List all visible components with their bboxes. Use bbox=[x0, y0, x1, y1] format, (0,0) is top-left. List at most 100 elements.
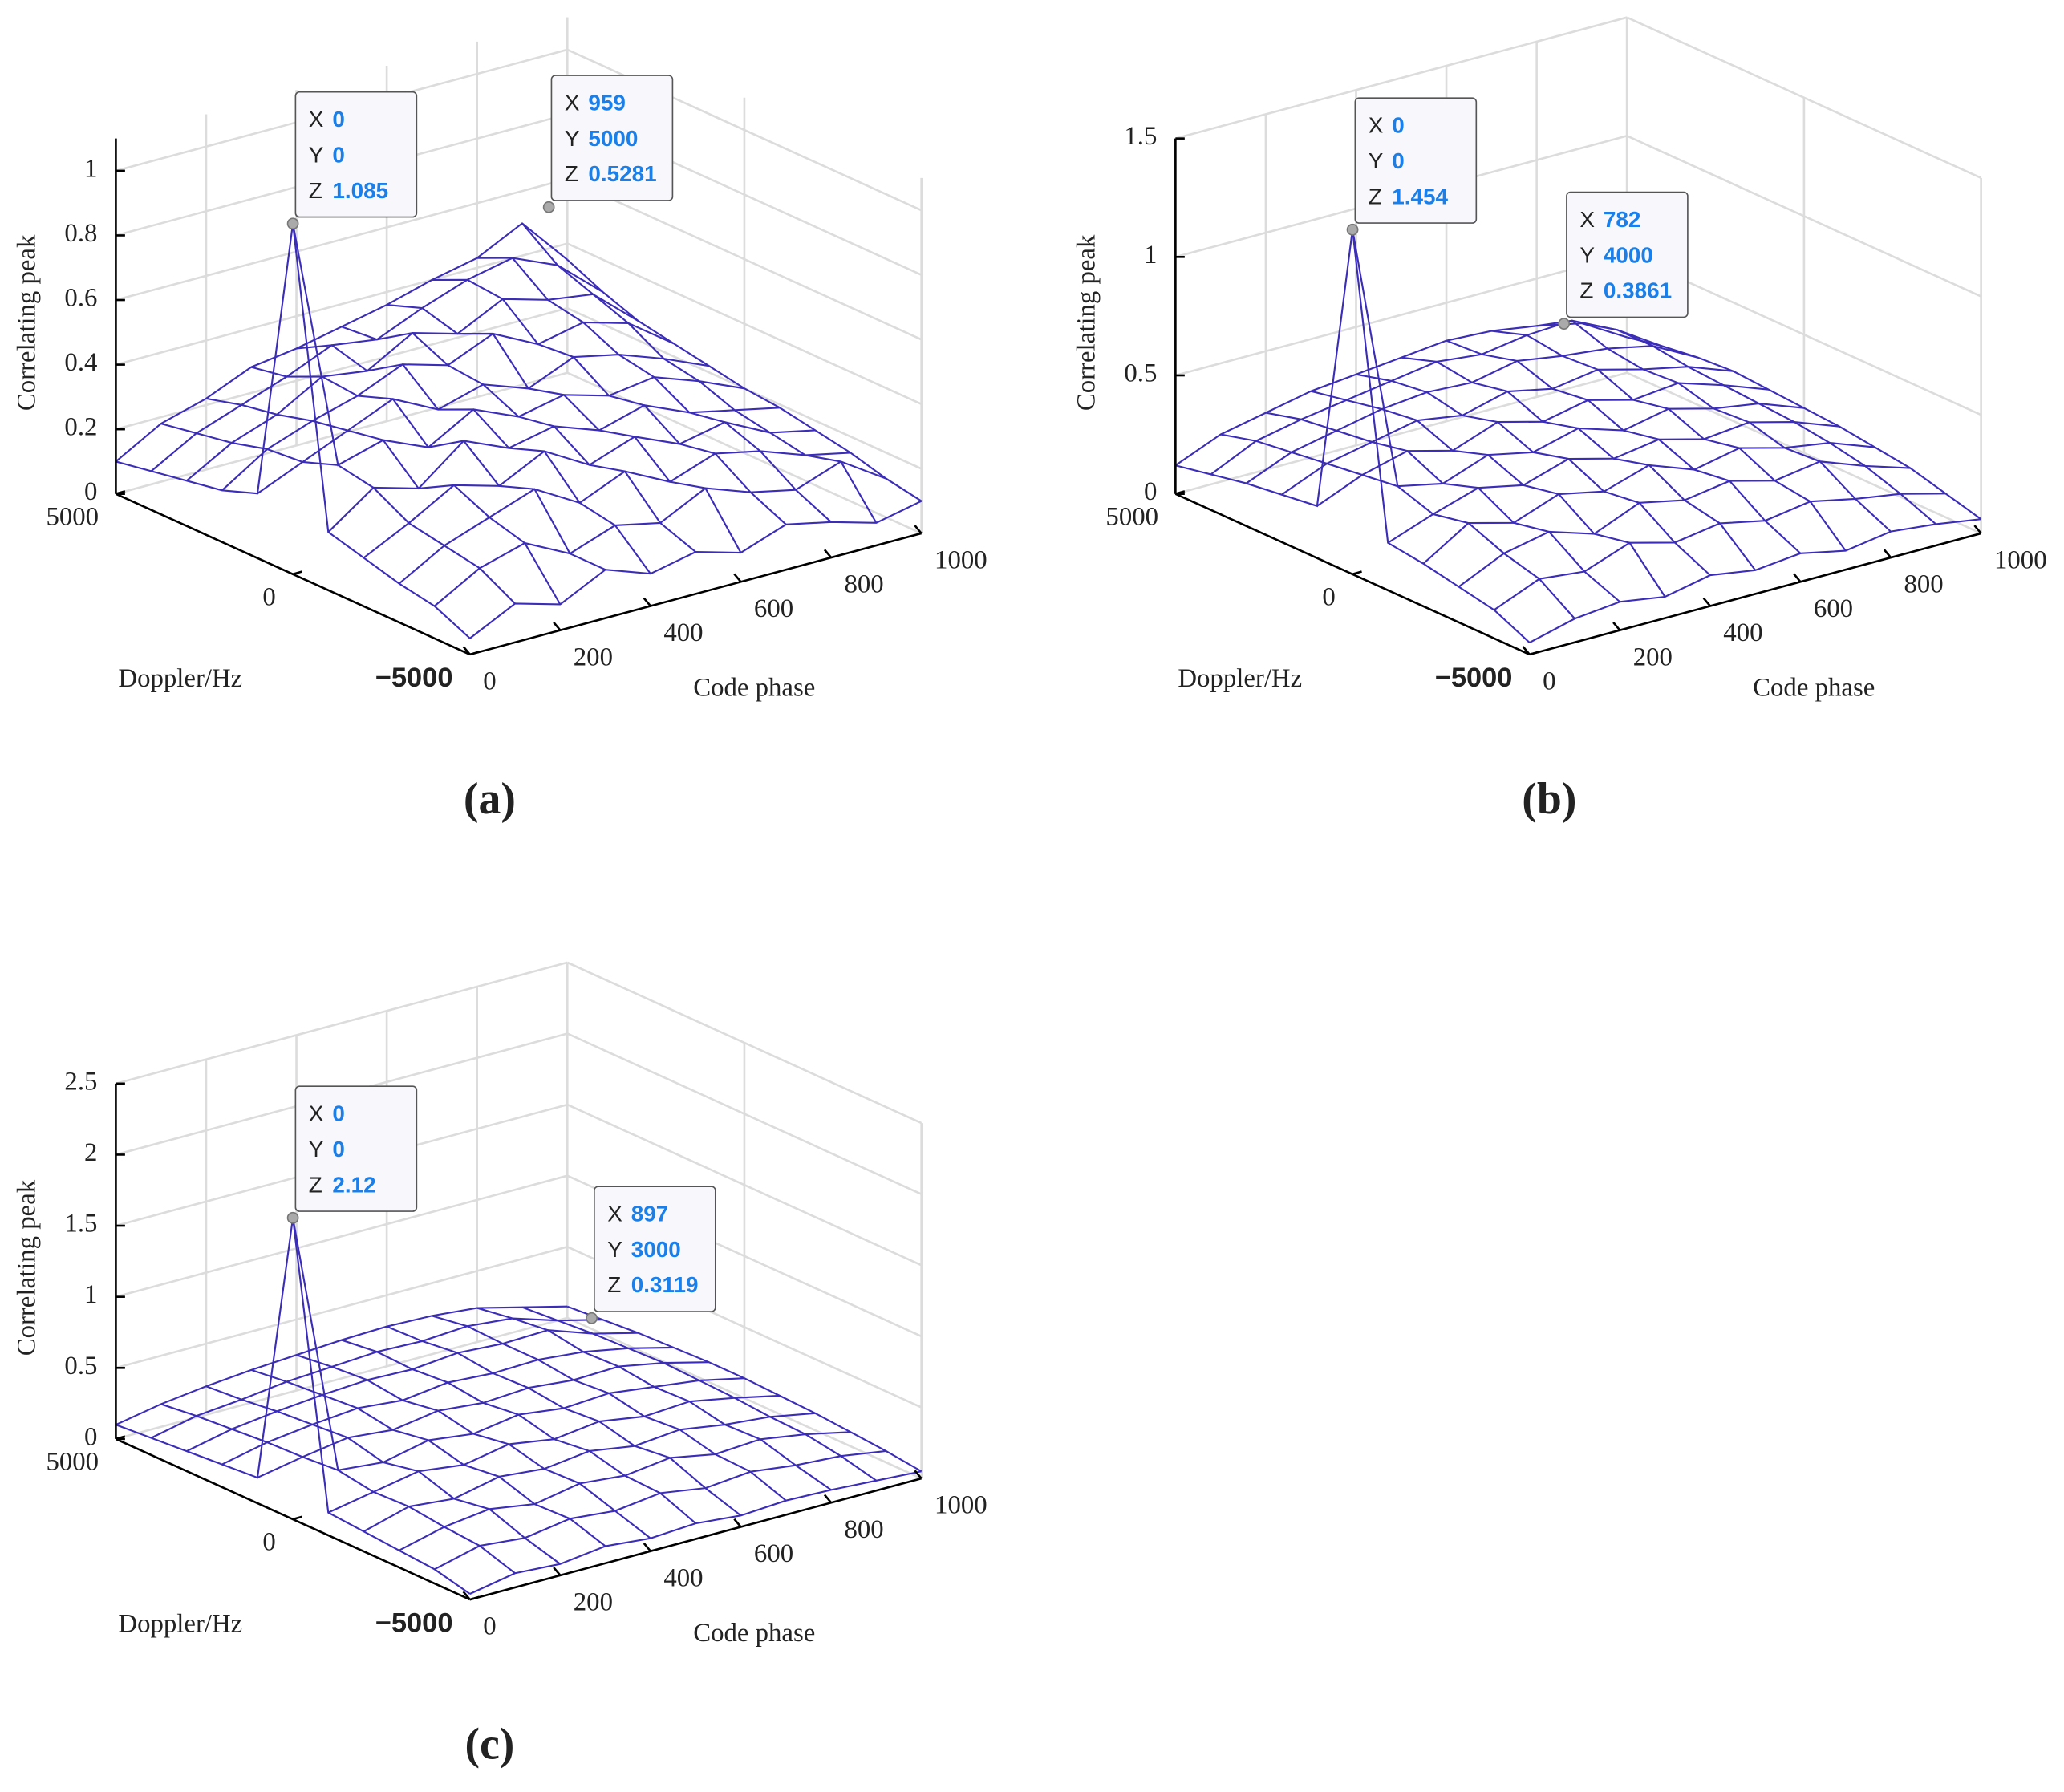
datatip-field: X bbox=[607, 1202, 622, 1226]
mesh-column bbox=[205, 397, 562, 606]
datatip-field: Z bbox=[309, 178, 322, 203]
panel: 00.511.522.502004006008001000−500005000C… bbox=[13, 961, 987, 1769]
x-axis-title: Code phase bbox=[693, 674, 815, 703]
tick-mark bbox=[823, 549, 833, 558]
x-tick-label: 0 bbox=[483, 1612, 496, 1641]
y-axis-title: Doppler/Hz bbox=[118, 664, 242, 693]
z-tick-label: 0.4 bbox=[64, 348, 97, 377]
tick-mark bbox=[733, 573, 742, 583]
z-tick-label: 0 bbox=[84, 1422, 97, 1451]
tick-mark bbox=[469, 1595, 480, 1601]
grid-line bbox=[116, 371, 568, 495]
datatip-value: 4000 bbox=[1604, 242, 1653, 267]
tick-mark bbox=[1702, 597, 1711, 607]
tick-mark bbox=[1793, 573, 1802, 583]
axis-line bbox=[469, 532, 923, 656]
tick-mark bbox=[1883, 549, 1892, 558]
datatip-value: 5000 bbox=[588, 126, 638, 151]
x-tick-label: 200 bbox=[574, 1588, 613, 1617]
mesh-column bbox=[521, 222, 878, 524]
mesh-column bbox=[432, 278, 787, 525]
datatip-field: Y bbox=[1369, 148, 1384, 173]
datatip-value: 0 bbox=[1392, 113, 1405, 138]
datatip-point bbox=[286, 1211, 299, 1224]
z-tick-label: 1.5 bbox=[1124, 122, 1157, 151]
panel-label: (b) bbox=[1522, 774, 1576, 824]
grid-line bbox=[1175, 253, 1628, 377]
grid-line bbox=[1175, 371, 1628, 495]
z-tick-label: 0.5 bbox=[64, 1352, 97, 1380]
mesh-column bbox=[160, 1403, 516, 1575]
z-tick-label: 0 bbox=[84, 477, 97, 506]
datatip-value: 3000 bbox=[631, 1237, 681, 1262]
mesh-column bbox=[386, 1325, 742, 1517]
mesh-column bbox=[1356, 373, 1711, 576]
datatip-point bbox=[586, 1312, 598, 1324]
z-tick-label: 0.2 bbox=[64, 413, 97, 442]
datatip-value: 1.085 bbox=[332, 178, 388, 203]
mesh-column bbox=[387, 304, 742, 553]
x-tick-label: 400 bbox=[1723, 618, 1762, 647]
z-axis-title: Correlating peak bbox=[1073, 234, 1101, 411]
y-axis-title: Doppler/Hz bbox=[1178, 664, 1302, 693]
y-axis-title: Doppler/Hz bbox=[118, 1609, 242, 1638]
tick-mark bbox=[823, 1494, 833, 1504]
y-tick-label: −5000 bbox=[1435, 663, 1513, 693]
datatip-box bbox=[550, 75, 674, 201]
datatip-value: 782 bbox=[1604, 207, 1641, 232]
y-tick-label: −5000 bbox=[375, 663, 453, 693]
datatip-field: Z bbox=[309, 1172, 322, 1197]
datatip-box bbox=[1566, 191, 1689, 318]
x-tick-label: 200 bbox=[1633, 643, 1673, 671]
axis-line bbox=[469, 1477, 923, 1601]
z-tick-label: 1 bbox=[1144, 241, 1157, 270]
datatip-field: Z bbox=[607, 1272, 621, 1297]
tick-mark bbox=[1973, 525, 1982, 534]
tick-mark bbox=[643, 1543, 651, 1552]
panel: 00.20.40.60.8102004006008001000−50000500… bbox=[13, 17, 987, 824]
z-tick-label: 2.5 bbox=[64, 1067, 97, 1096]
x-tick-label: 800 bbox=[845, 1515, 884, 1544]
z-tick-label: 0.8 bbox=[64, 219, 97, 248]
tick-mark bbox=[462, 646, 471, 655]
tick-mark bbox=[553, 622, 562, 631]
datatip-field: Y bbox=[607, 1237, 622, 1262]
mesh-column bbox=[1220, 433, 1575, 619]
x-axis-title: Code phase bbox=[693, 1619, 815, 1648]
grid-line bbox=[566, 1032, 923, 1195]
mesh-row bbox=[1494, 493, 1946, 611]
mesh-column bbox=[1265, 412, 1621, 603]
y-tick-label: 5000 bbox=[46, 502, 99, 531]
grid-line bbox=[1626, 371, 1982, 535]
tick-mark bbox=[462, 1591, 471, 1600]
x-tick-label: 600 bbox=[754, 1539, 793, 1568]
mesh-column bbox=[1401, 356, 1757, 571]
mesh-column bbox=[341, 326, 696, 553]
grid-line bbox=[116, 1246, 568, 1369]
z-tick-label: 1.5 bbox=[64, 1210, 97, 1239]
mesh-row bbox=[115, 1305, 568, 1426]
grid-line bbox=[566, 177, 923, 341]
x-tick-label: 0 bbox=[483, 667, 496, 696]
datatip-field: Z bbox=[1369, 184, 1382, 209]
x-tick-label: 400 bbox=[663, 618, 703, 647]
x-axis-title: Code phase bbox=[1753, 674, 1875, 703]
datatip-value: 0 bbox=[332, 142, 345, 167]
mesh-row bbox=[399, 1431, 851, 1551]
datatip-value: 2.12 bbox=[332, 1172, 375, 1197]
x-tick-label: 800 bbox=[845, 570, 884, 599]
z-axis-title: Correlating peak bbox=[13, 1179, 42, 1356]
tick-mark bbox=[1529, 651, 1539, 656]
tick-mark bbox=[292, 1515, 302, 1521]
mesh-column bbox=[1536, 319, 1892, 533]
datatip-field: X bbox=[1369, 113, 1384, 138]
datatip-box bbox=[294, 1085, 418, 1212]
datatip-value: 0 bbox=[1392, 148, 1405, 173]
mesh-row bbox=[1174, 322, 1628, 467]
x-tick-label: 800 bbox=[1904, 570, 1943, 599]
datatip-field: Y bbox=[565, 126, 580, 151]
tick-mark bbox=[1175, 490, 1186, 495]
datatip-value: 959 bbox=[588, 91, 626, 116]
